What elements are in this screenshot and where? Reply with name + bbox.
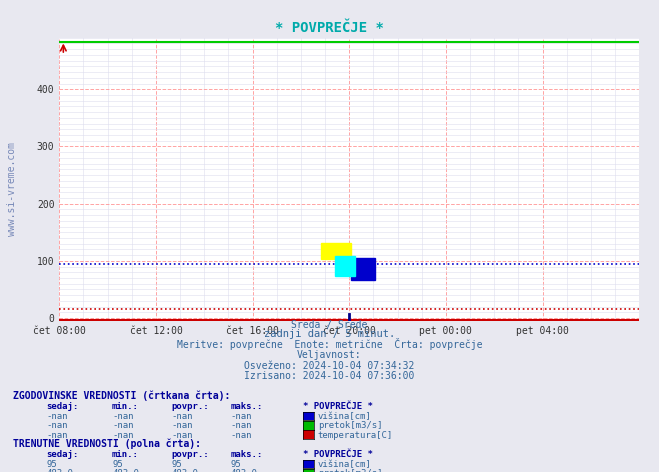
Text: -nan: -nan [231,430,252,439]
Text: 483,0: 483,0 [231,469,258,472]
Text: -nan: -nan [171,412,193,421]
Text: -nan: -nan [112,421,134,430]
Text: 95: 95 [112,460,123,469]
Text: * POVPREČJE *: * POVPREČJE * [275,21,384,35]
Text: maks.:: maks.: [231,402,263,411]
Text: povpr.:: povpr.: [171,402,209,411]
Text: TRENUTNE VREDNOSTI (polna črta):: TRENUTNE VREDNOSTI (polna črta): [13,438,201,449]
Text: pretok[m3/s]: pretok[m3/s] [318,469,382,472]
Text: -nan: -nan [112,430,134,439]
Text: zadnji dan / 5 minut.: zadnji dan / 5 minut. [264,329,395,339]
Text: povpr.:: povpr.: [171,450,209,459]
Text: 483,0: 483,0 [171,469,198,472]
Text: www.si-vreme.com: www.si-vreme.com [7,142,17,236]
Text: Meritve: povprečne  Enote: metrične  Črta: povprečje: Meritve: povprečne Enote: metrične Črta:… [177,338,482,350]
Text: -nan: -nan [46,430,68,439]
Text: Veljavnost:: Veljavnost: [297,350,362,360]
Text: Izrisano: 2024-10-04 07:36:00: Izrisano: 2024-10-04 07:36:00 [244,371,415,381]
Text: višina[cm]: višina[cm] [318,460,372,469]
Bar [351,258,376,280]
Text: pretok[m3/s]: pretok[m3/s] [318,421,382,430]
Text: 95: 95 [171,460,182,469]
Text: ZGODOVINSKE VREDNOSTI (črtkana črta):: ZGODOVINSKE VREDNOSTI (črtkana črta): [13,390,231,401]
Text: -nan: -nan [112,412,134,421]
Text: Sreda / Srede: Sreda / Srede [291,320,368,330]
Text: -nan: -nan [231,412,252,421]
Text: -nan: -nan [231,421,252,430]
Text: * POVPREČJE *: * POVPREČJE * [303,402,373,411]
Text: maks.:: maks.: [231,450,263,459]
Text: -nan: -nan [46,412,68,421]
Text: sedaj:: sedaj: [46,450,78,459]
Text: Osveženo: 2024-10-04 07:34:32: Osveženo: 2024-10-04 07:34:32 [244,361,415,371]
Text: višina[cm]: višina[cm] [318,412,372,421]
Text: 95: 95 [231,460,241,469]
Text: 95: 95 [46,460,57,469]
Bar [321,243,351,259]
Bar [335,256,355,276]
Text: -nan: -nan [171,430,193,439]
Text: 483,0: 483,0 [112,469,139,472]
Text: min.:: min.: [112,402,139,411]
Text: -nan: -nan [46,421,68,430]
Text: min.:: min.: [112,450,139,459]
Text: temperatura[C]: temperatura[C] [318,430,393,439]
Text: 483,0: 483,0 [46,469,73,472]
Text: -nan: -nan [171,421,193,430]
Text: sedaj:: sedaj: [46,402,78,411]
Text: * POVPREČJE *: * POVPREČJE * [303,450,373,459]
